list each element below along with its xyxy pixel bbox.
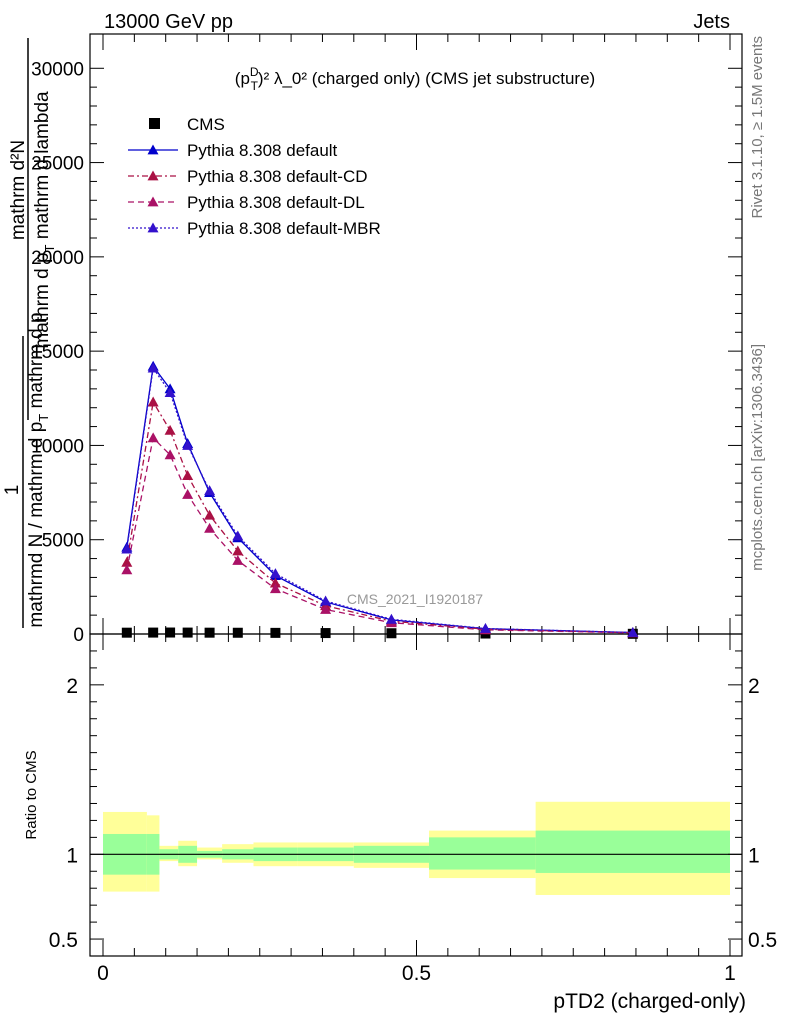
mcplots-label: mcplots.cern.ch [arXiv:1306.3436] [749,344,766,571]
legend-marker-cms [149,118,160,129]
legend-label: Pythia 8.308 default-CD [187,167,368,186]
xtick-label: 0 [97,962,109,985]
cms-data-point [148,627,159,638]
series-0 [121,627,638,639]
legend-label: Pythia 8.308 default-DL [187,193,365,212]
series-point [164,449,176,460]
series-point [204,509,216,520]
series-point [121,543,133,554]
legend-marker [147,144,159,155]
series-point [182,439,194,450]
ratio-ytick-label-right: 2 [748,675,760,698]
series-point [269,583,281,594]
title-rest: )² λ_0² (charged only) (CMS jet substruc… [258,69,595,88]
title-sub-t: T [251,79,259,93]
main-ytick-label: 15000 [31,342,84,363]
series-line [126,400,633,634]
legend: CMS Pythia 8.308 default Pythia 8.308 defa… [128,115,381,238]
legend-marker [147,170,159,181]
legend-label: CMS [187,115,225,134]
legend-marker [147,222,159,233]
series-point [182,488,194,499]
series-4 [121,362,639,637]
ylabel-upper-b: mathrm d pT mathrm d lambda [32,91,57,349]
analysis-watermark: CMS_2021_I1920187 [347,591,483,607]
header-right: Jets [693,11,730,33]
series-point [232,545,244,556]
series-point [269,568,281,579]
ratio-band-inner [535,830,730,873]
series-point [164,387,176,398]
cms-data-point [270,627,281,638]
ratio-ytick-label: 0.5 [49,929,78,952]
ylabel-lower-b-sub: T [36,414,51,422]
series-point [232,530,244,541]
series-3 [121,432,639,638]
series-point [182,470,194,480]
series-point [320,603,332,614]
legend-label: Pythia 8.308 default [187,141,338,160]
cms-data-point [386,628,397,639]
ratio-ytick-label-right: 1 [748,844,760,867]
ratio-ytick-label: 1 [66,844,78,867]
ylabel-upper-b-rest: mathrm d lambda [32,91,53,245]
ratio-bands [103,801,730,895]
ratio-band-inner [429,837,536,870]
ratio-ylabel: Ratio to CMS [23,750,40,839]
ylabel-lower-b: mathrmd N / mathrm d pT mathrm d p [26,312,51,627]
axes: 0 5000 10000 15000 20000 25000 30000 0.5 0.5 1 1 2 2… [31,34,777,985]
ylabel-upper-a: mathrm d²N [8,140,29,240]
title-sup-d: D [250,65,259,79]
main-ytick-label: 10000 [31,436,84,457]
ylabel-lower-a: 1 [2,485,23,496]
series-point [232,554,244,565]
series-point [269,577,281,588]
legend-label: Pythia 8.308 default-MBR [187,219,381,238]
series-layer [121,360,639,639]
series-point [320,595,332,606]
legend-marker [147,196,159,207]
ratio-ytick-label-right: 0.5 [748,929,777,952]
xtick-label: 0.5 [402,962,431,985]
cms-data-point [232,627,243,638]
cms-data-point [121,627,132,638]
series-point [385,613,397,624]
series-point [147,396,159,407]
header-left: 13000 GeV pp [104,11,233,33]
main-ytick-label: 20000 [31,248,84,269]
cms-data-point [165,627,176,638]
rivet-label: Rivet 3.1.10, ≥ 1.5M events [749,36,766,219]
series-point [147,362,159,373]
cms-data-point [204,627,215,638]
series-point [627,627,639,637]
series-point [121,564,133,575]
cms-data-point [320,628,331,639]
series-point [204,522,216,533]
series-point [479,623,491,633]
series-point [147,432,159,443]
ylabel-upper-b-sub: T [42,244,57,252]
cms-data-point [182,627,193,638]
ratio-plot-frame [89,633,743,957]
main-title: (pD T)² λ_0² (charged only) (CMS jet subs… [235,65,595,93]
series-point [121,556,133,567]
series-point [164,424,176,435]
title-prefix: (p [235,69,250,88]
main-ytick-label: 30000 [31,59,84,80]
ylabel-lower-b-main: mathrmd N / mathrm d p [26,422,47,628]
main-ytick-label: 5000 [42,531,84,552]
series-point [204,485,216,496]
main-ytick-label: 0 [73,625,84,646]
main-ylabel: mathrm d²N mathrm d pT mathrm d lambda 1… [2,38,57,628]
ylabel-lower-b-rest: mathrm d p [26,312,47,413]
ylabel-upper-b-main: mathrm d p [32,252,53,348]
main-ytick-label: 25000 [31,154,84,175]
x-axis-label: pTD2 (charged-only) [553,990,746,1013]
ratio-ytick-label: 2 [66,675,78,698]
xtick-label: 1 [724,962,736,985]
